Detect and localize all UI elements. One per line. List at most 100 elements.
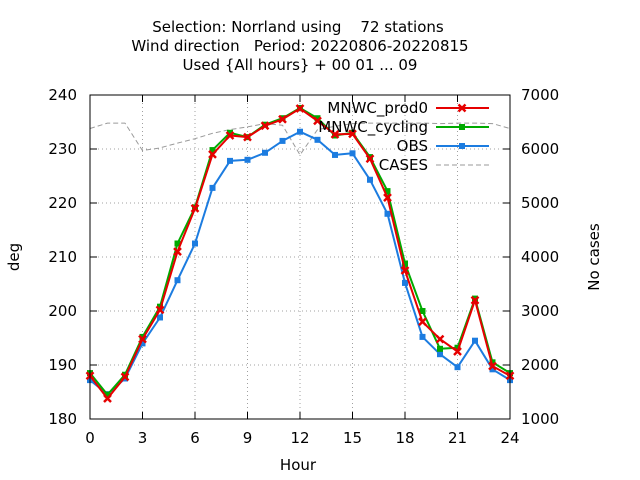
data-point-mnwc-prod0: [313, 116, 322, 126]
legend-item-mnwc-cycling: MNWC_cycling: [318, 118, 489, 137]
data-point-obs: [192, 240, 198, 247]
data-point-obs: [367, 176, 373, 183]
data-point-mnwc-cycling: [227, 129, 233, 136]
data-point-mnwc-cycling: [314, 115, 321, 122]
data-point-mnwc-prod0: [208, 150, 217, 159]
y-tick-label: 220: [48, 194, 77, 212]
data-point-obs: [384, 210, 391, 217]
legend-label-mnwc-cycling: MNWC_cycling: [318, 118, 428, 137]
data-point-obs: [244, 156, 251, 163]
data-point-obs: [297, 128, 303, 135]
data-point-mnwc-prod0: [225, 131, 235, 140]
y-tick-label: 230: [48, 140, 77, 158]
data-point-mnwc-prod0: [418, 317, 427, 327]
data-point-mnwc-prod0: [190, 204, 200, 213]
data-point-obs: [332, 151, 338, 158]
y2-tick-label: 5000: [521, 194, 559, 212]
series-obs: [87, 128, 513, 398]
series-layer: [85, 104, 515, 403]
data-point-mnwc-prod0: [435, 334, 445, 344]
data-point-obs: [419, 333, 426, 340]
data-point-obs: [139, 340, 146, 347]
y2-axis-label: No cases: [585, 223, 603, 291]
legend-label-cases: CASES: [379, 156, 428, 174]
data-point-obs: [402, 279, 408, 286]
data-point-mnwc-cycling: [174, 240, 181, 247]
data-point-mnwc-prod0: [295, 104, 305, 113]
legend-marker-mnwc-cycling: [459, 124, 465, 130]
data-point-mnwc-cycling: [139, 333, 146, 340]
x-tick-label: 6: [190, 429, 200, 447]
legend-marker-mnwc-prod0: [457, 103, 467, 113]
data-point-obs: [454, 364, 461, 371]
data-point-mnwc-prod0: [155, 305, 165, 315]
data-point-mnwc-cycling: [384, 188, 391, 195]
y-tick-label: 190: [48, 356, 77, 374]
legend-item-cases: CASES: [379, 156, 489, 174]
y-axis-label: deg: [5, 243, 23, 271]
legend-label-obs: OBS: [397, 137, 428, 155]
x-tick-label: 9: [243, 429, 253, 447]
data-point-mnwc-prod0: [173, 247, 182, 256]
data-point-mnwc-prod0: [383, 193, 392, 202]
y-tick-label: 240: [48, 86, 77, 104]
y2-tick-label: 1000: [521, 410, 559, 428]
x-tick-label: 0: [85, 429, 95, 447]
grid: [90, 95, 510, 419]
x-tick-label: 15: [343, 429, 362, 447]
data-point-obs: [489, 366, 496, 373]
data-point-mnwc-cycling: [437, 345, 443, 352]
data-point-mnwc-prod0: [348, 129, 357, 139]
data-point-mnwc-prod0: [120, 372, 130, 382]
data-point-mnwc-prod0: [400, 266, 410, 275]
title-line-2: Wind direction Period: 20220806-20220815: [131, 37, 468, 55]
x-tick-label: 3: [138, 429, 148, 447]
data-point-obs: [227, 157, 233, 164]
y-tick-label: 210: [48, 248, 77, 266]
data-point-obs: [472, 337, 478, 344]
data-point-mnwc-prod0: [330, 130, 340, 139]
data-point-obs: [314, 136, 321, 143]
data-point-mnwc-prod0: [488, 361, 497, 371]
data-point-mnwc-prod0: [103, 394, 112, 403]
chart-title: Selection: Norrland using 72 stations Wi…: [131, 18, 468, 74]
data-point-obs: [262, 149, 268, 156]
y-tick-label: 200: [48, 302, 77, 320]
data-point-obs: [209, 184, 216, 191]
y2-tick-label: 6000: [521, 140, 559, 158]
y-tick-label: 180: [48, 410, 77, 428]
x-tick-label: 18: [395, 429, 414, 447]
data-point-obs: [437, 351, 443, 358]
title-line-1: Selection: Norrland using 72 stations: [152, 18, 444, 36]
data-point-mnwc-cycling: [104, 391, 111, 398]
axis-ticks: 0 3 6 9 12 15 18 21 24 180 190 200 210 220 230 240 1000 2…: [48, 86, 559, 447]
data-point-mnwc-prod0: [243, 132, 252, 142]
data-point-mnwc-prod0: [138, 334, 147, 344]
data-point-obs: [157, 314, 163, 321]
x-tick-label: 21: [448, 429, 467, 447]
legend-item-obs: OBS: [397, 137, 489, 155]
data-point-mnwc-prod0: [365, 154, 375, 164]
data-point-obs: [174, 277, 181, 284]
x-tick-label: 12: [290, 429, 309, 447]
data-point-mnwc-cycling: [419, 308, 426, 314]
data-point-mnwc-cycling: [402, 260, 408, 267]
data-point-obs: [279, 137, 286, 144]
data-point-mnwc-prod0: [260, 121, 270, 131]
data-point-mnwc-prod0: [278, 114, 287, 124]
title-line-3: Used {All hours} + 00 01 ... 09: [183, 56, 418, 74]
x-axis-label: Hour: [280, 456, 317, 474]
data-point-mnwc-prod0: [470, 295, 480, 305]
y2-tick-label: 3000: [521, 302, 559, 320]
data-point-mnwc-cycling: [454, 344, 461, 351]
data-point-obs: [349, 150, 356, 157]
legend-item-mnwc-prod0: MNWC_prod0: [327, 99, 489, 118]
y2-tick-label: 4000: [521, 248, 559, 266]
data-point-mnwc-cycling: [209, 147, 216, 154]
y2-tick-label: 7000: [521, 86, 559, 104]
data-point-mnwc-prod0: [453, 347, 462, 356]
legend-label-mnwc-prod0: MNWC_prod0: [327, 99, 428, 118]
x-tick-label: 24: [500, 429, 519, 447]
